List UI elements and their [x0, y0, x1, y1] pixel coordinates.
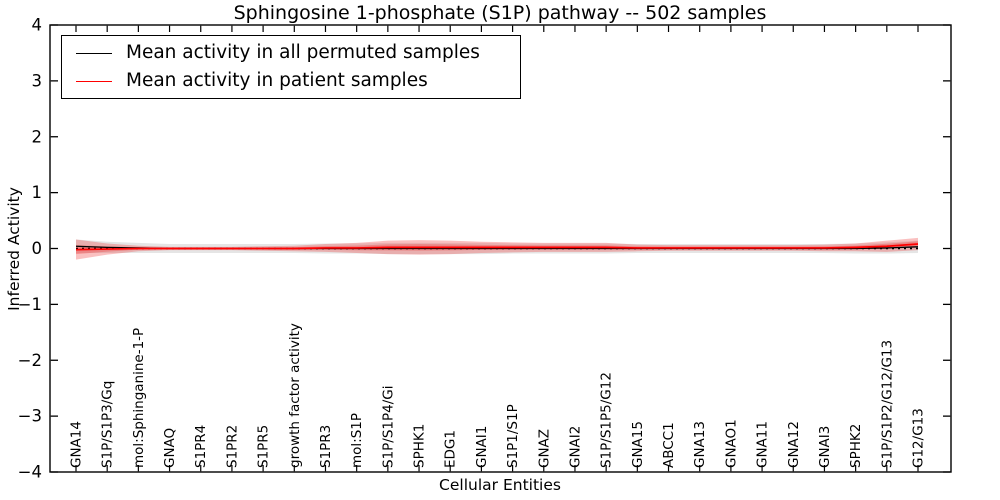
- x-tick-label: G12/G13: [911, 408, 927, 468]
- x-tick-label: GNAI2: [567, 426, 583, 468]
- x-tick-label: S1P/S1P5/G12: [599, 372, 615, 468]
- x-tick-label: GNAO1: [723, 419, 739, 468]
- legend-label-permuted: Mean activity in all permuted samples: [126, 42, 480, 63]
- y-tick-label: 0: [32, 239, 43, 258]
- x-tick-label: mol:Sphinganine-1-P: [131, 328, 147, 468]
- x-tick-label: mol:S1P: [349, 413, 365, 468]
- x-tick-label: S1PR5: [256, 425, 272, 468]
- x-tick-label: SPHK2: [848, 424, 864, 468]
- x-tick-label: GNA13: [692, 421, 708, 468]
- x-axis-title: Cellular Entities: [439, 476, 561, 494]
- legend: Mean activity in all permuted samples Me…: [61, 35, 521, 99]
- legend-line-patient-icon: [76, 80, 112, 82]
- chart-title: Sphingosine 1-phosphate (S1P) pathway --…: [233, 2, 767, 24]
- x-tick-label: GNA14: [69, 421, 85, 468]
- y-axis-title: Inferred Activity: [5, 187, 23, 311]
- x-tick-label: GNAZ: [536, 429, 552, 468]
- patient-mean-line: [75, 243, 919, 251]
- x-tick-label: GNAI1: [474, 426, 490, 468]
- legend-line-permuted-icon: [76, 52, 112, 54]
- y-tick-label: 1: [32, 183, 43, 202]
- x-tick-label: SPHK1: [412, 424, 428, 468]
- y-tick-label: −1: [18, 295, 42, 314]
- y-tick-label: −3: [18, 407, 42, 426]
- x-tick-label: GNA11: [755, 421, 771, 468]
- x-tick-label: S1P/S1P2/G12/G13: [879, 340, 895, 468]
- y-tick-label: −4: [18, 463, 42, 482]
- legend-item-permuted: Mean activity in all permuted samples: [62, 41, 520, 65]
- x-tick-label: S1P/S1P4/Gi: [380, 386, 396, 469]
- x-tick-label: GNA15: [630, 421, 646, 468]
- legend-item-patient: Mean activity in patient samples: [62, 69, 520, 93]
- y-tick-label: −2: [18, 351, 42, 370]
- y-tick-label: 3: [32, 71, 43, 90]
- x-tick-label: S1PR2: [224, 425, 240, 468]
- axes-frame: [49, 24, 952, 473]
- x-tick-label: S1PR4: [193, 425, 209, 468]
- x-tick-label: S1PR3: [318, 425, 334, 468]
- x-tick-label: GNAI3: [817, 426, 833, 468]
- x-tick-label: GNA12: [786, 421, 802, 468]
- x-tick-label: GNAQ: [162, 428, 178, 468]
- legend-label-patient: Mean activity in patient samples: [126, 70, 428, 91]
- y-tick-label: 4: [32, 16, 43, 35]
- x-tick-label: EDG1: [443, 430, 459, 468]
- y-tick-label: 2: [32, 127, 43, 146]
- x-tick-label: S1P/S1P3/Gq: [100, 381, 116, 468]
- x-tick-label: ABCC1: [661, 422, 677, 468]
- x-tick-label: S1P1/S1P: [505, 404, 521, 468]
- x-tick-label: growth factor activity: [287, 323, 303, 468]
